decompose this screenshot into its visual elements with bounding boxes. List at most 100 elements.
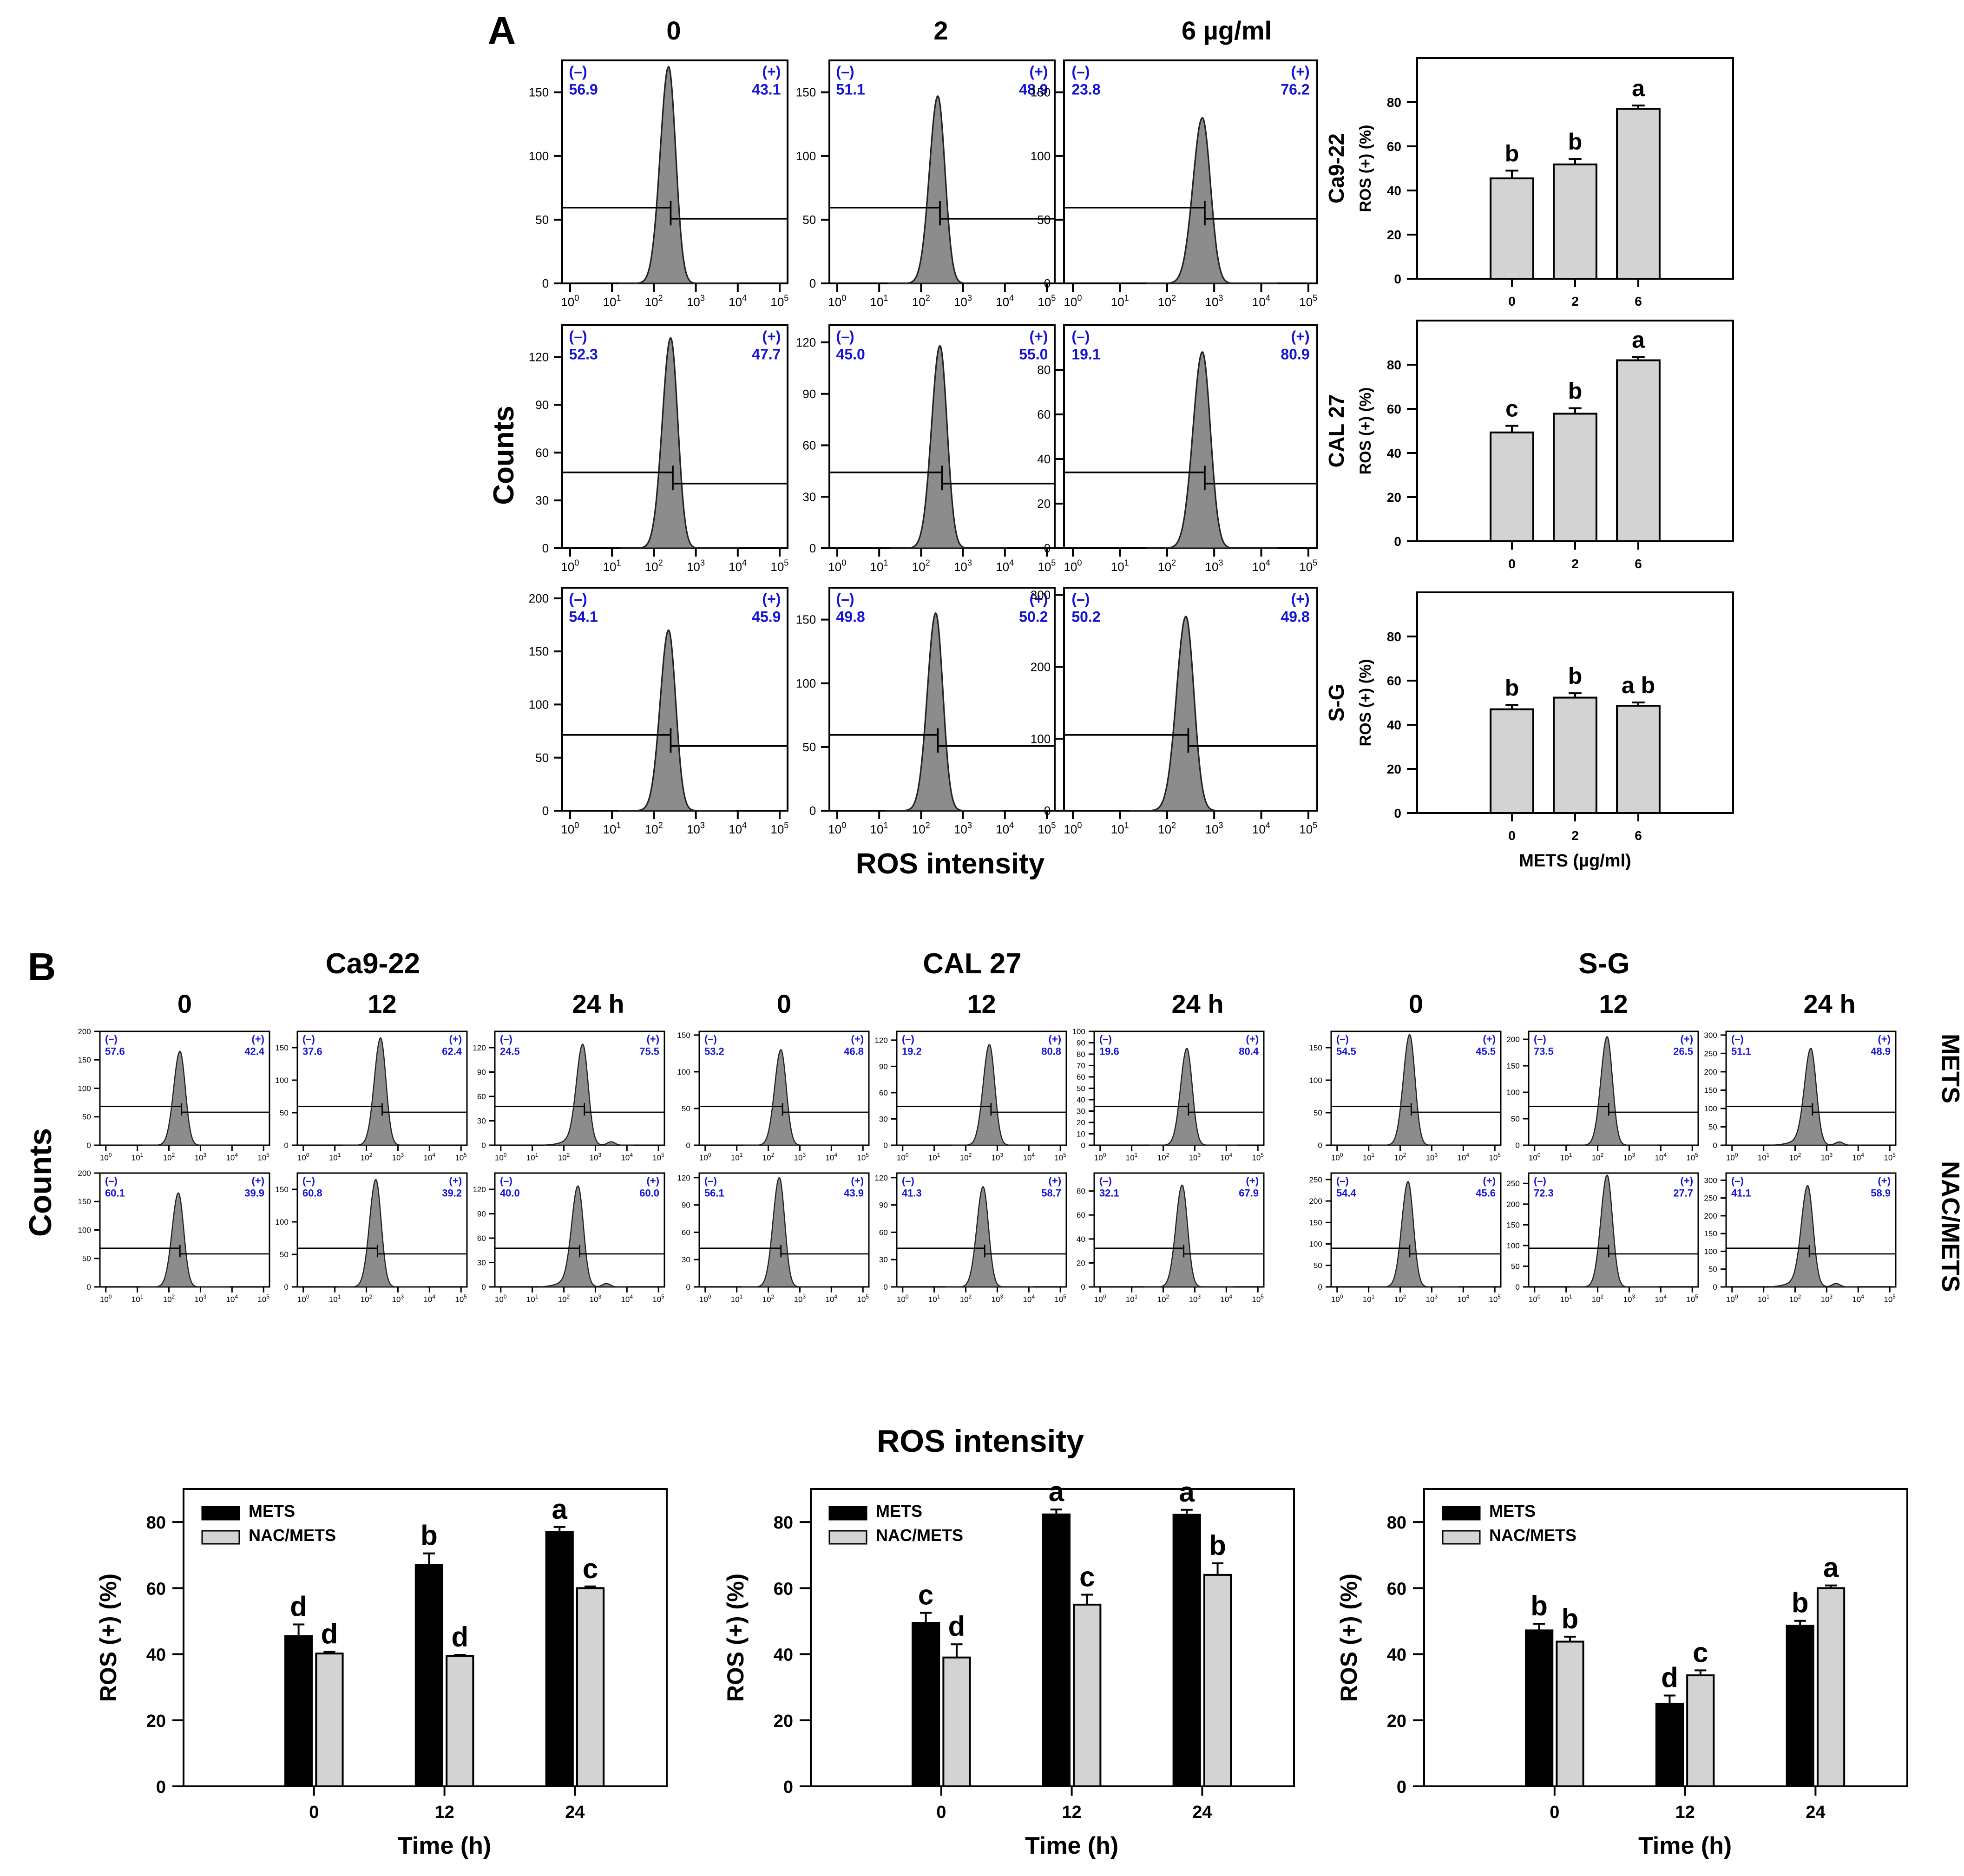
x-tick-base: 10 xyxy=(1205,295,1219,309)
x-tick-exponent: 4 xyxy=(1266,821,1270,830)
y-tick-label: 100 xyxy=(529,149,549,163)
y-tick-label: 100 xyxy=(796,676,816,690)
x-tick-exponent: 4 xyxy=(1663,1152,1667,1158)
y-tick-label: 30 xyxy=(1077,1107,1085,1115)
x-tick-label: 10 2 xyxy=(1158,294,1176,309)
bar-nac-mets xyxy=(315,1653,344,1787)
x-tick-label: 10 0 xyxy=(1064,821,1082,837)
x-tick-base: 10 xyxy=(687,822,700,836)
x-tick-base: 10 xyxy=(297,1153,306,1162)
x-tick-exponent: 0 xyxy=(841,558,846,568)
x-tick-base: 10 xyxy=(1655,1153,1663,1162)
x-tick-base: 10 xyxy=(1054,1153,1063,1162)
x-tick-base: 10 xyxy=(1426,1295,1435,1304)
x-tick-base: 10 xyxy=(1726,1153,1735,1162)
x-tick-exponent: 1 xyxy=(1767,1293,1770,1300)
x-tick-base: 10 xyxy=(1394,1153,1403,1162)
gate-minus-percent: 50.2 xyxy=(1071,609,1100,625)
histogram-curve xyxy=(1772,1048,1862,1146)
x-tick-base: 10 xyxy=(392,1153,401,1162)
x-tick-label: 10 5 xyxy=(1489,1152,1501,1162)
x-tick-label: 10 2 xyxy=(1789,1293,1801,1304)
y-tick-label: 50 xyxy=(82,1254,91,1263)
significance-letter: b xyxy=(1568,378,1583,404)
x-tick-label: 10 0 xyxy=(828,558,846,574)
x-tick-exponent: 2 xyxy=(658,558,663,568)
x-tick-exponent: 5 xyxy=(1498,1293,1501,1300)
x-tick-exponent: 0 xyxy=(1077,821,1082,830)
x-tick-exponent: 0 xyxy=(109,1152,112,1158)
x-tick-label: 10 5 xyxy=(1252,1152,1264,1162)
x-tick-label: 10 3 xyxy=(954,558,972,574)
histogram-curve xyxy=(1129,616,1261,812)
x-tick-label: 10 4 xyxy=(825,1293,837,1304)
x-tick-label: 10 0 xyxy=(100,1152,112,1162)
x-tick-label: 10 5 xyxy=(652,1152,664,1162)
x-tick-base: 10 xyxy=(1489,1153,1498,1162)
x-tick-exponent: 5 xyxy=(1313,558,1317,568)
x-tick-exponent: 0 xyxy=(504,1152,507,1158)
histogram-curve xyxy=(618,629,736,812)
x-tick-exponent: 1 xyxy=(883,294,888,303)
y-axis-label: ROS (+) (%) xyxy=(95,1574,121,1702)
x-tick-base: 10 xyxy=(329,1295,338,1304)
gate-minus-symbol: (–) xyxy=(500,1033,512,1045)
x-tick-base: 10 xyxy=(1094,1153,1103,1162)
x-tick-label: 10 0 xyxy=(297,1152,309,1162)
x-tick-base: 10 xyxy=(1457,1153,1466,1162)
y-tick-label: 200 xyxy=(1704,1212,1717,1220)
x-tick-base: 10 xyxy=(996,560,1009,574)
y-tick-label: 150 xyxy=(677,1031,690,1040)
row-label: METS xyxy=(1937,1034,1964,1103)
gate-minus-symbol: (–) xyxy=(500,1175,512,1187)
x-tick-exponent: 3 xyxy=(598,1293,601,1300)
gate-plus-percent: 80.4 xyxy=(1239,1046,1259,1057)
y-tick-label: 20 xyxy=(1387,490,1401,505)
x-tick-base: 10 xyxy=(1852,1295,1861,1304)
y-tick-label: 60 xyxy=(535,446,549,459)
y-tick-label: 60 xyxy=(477,1092,486,1101)
x-tick-exponent: 4 xyxy=(1031,1152,1035,1158)
x-tick-exponent: 5 xyxy=(784,821,788,830)
x-tick-label: 10 1 xyxy=(603,558,621,574)
x-tick-base: 10 xyxy=(828,295,841,309)
gate-plus-percent: 42.4 xyxy=(244,1046,265,1057)
x-tick-label: 10 4 xyxy=(1220,1152,1232,1162)
x-tick-label: 10 3 xyxy=(392,1152,404,1162)
x-tick-base: 10 xyxy=(1189,1295,1198,1304)
gate-plus-percent: 26.5 xyxy=(1673,1046,1693,1057)
x-tick-label: 10 3 xyxy=(1205,821,1223,837)
x-tick-label: 10 2 xyxy=(1157,1152,1169,1162)
gate-minus-percent: 41.1 xyxy=(1731,1187,1751,1199)
gate-minus-symbol: (–) xyxy=(302,1175,315,1187)
x-tick-base: 10 xyxy=(1726,1295,1735,1304)
x-tick-exponent: 2 xyxy=(658,294,663,303)
x-tick-label: 10 1 xyxy=(1560,1293,1572,1304)
bar-nac-mets xyxy=(1686,1674,1715,1787)
y-tick-label: 50 xyxy=(535,213,549,227)
y-tick-label: 50 xyxy=(280,1250,289,1259)
x-tick-base: 10 xyxy=(329,1153,338,1162)
x-tick-exponent: 1 xyxy=(535,1293,539,1300)
histogram-curve xyxy=(1144,1184,1233,1288)
row-label: CAL 27 xyxy=(1324,394,1348,468)
histogram-curve xyxy=(338,1179,427,1288)
x-tick-base: 10 xyxy=(590,1295,598,1304)
y-tick-label: 100 xyxy=(1309,1076,1322,1085)
x-tick-base: 10 xyxy=(897,1295,906,1304)
x-tick-exponent: 0 xyxy=(1340,1293,1343,1300)
time-header: 0 xyxy=(777,989,791,1018)
significance-letter: b xyxy=(1568,129,1583,155)
y-tick-label: 120 xyxy=(473,1185,486,1194)
y-tick-label: 100 xyxy=(78,1226,91,1234)
x-tick-label: 10 2 xyxy=(1789,1152,1801,1162)
y-tick-label: 120 xyxy=(796,335,816,349)
x-tick-label: 10 5 xyxy=(1884,1152,1896,1162)
x-tick-label: 10 0 xyxy=(1331,1293,1343,1304)
gate-plus-percent: 60.0 xyxy=(639,1187,659,1199)
